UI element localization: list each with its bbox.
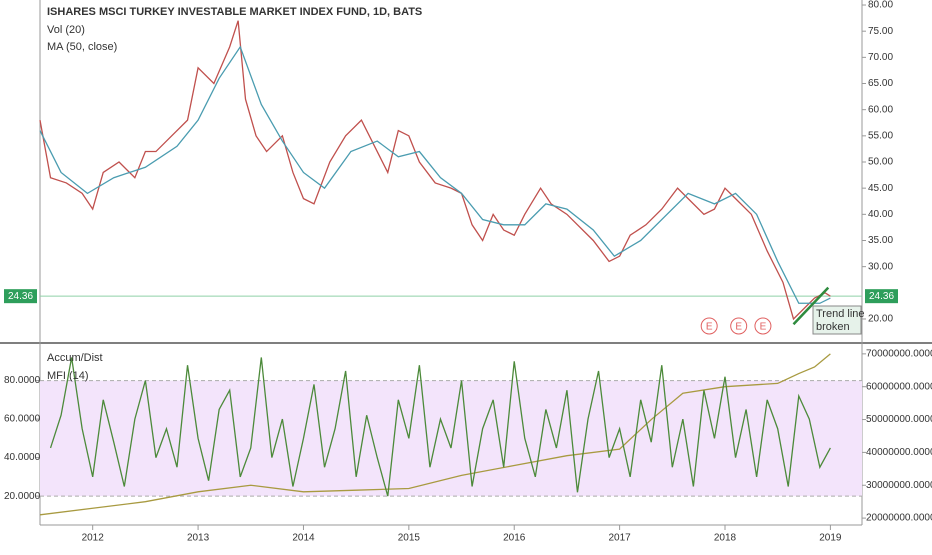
y-tick-label: 70.00 [868,52,893,63]
series-line [49,357,831,497]
y2-tick-label: 70000000.0000 [866,348,932,359]
x-tick-label: 2016 [503,533,526,544]
event-label: E [760,322,767,333]
y2-tick-label: 50000000.0000 [866,414,932,425]
annotation-box [812,305,862,335]
y-tick-label: 20.00 [868,314,893,325]
x-tick-label: 2012 [82,533,105,544]
y-tick-label: 65.00 [868,78,893,89]
y-tick-label: 60.0000 [4,414,41,425]
trend-line [792,286,830,326]
event-label: E [735,322,742,333]
x-tick-label: 2014 [292,533,315,544]
series-line [39,353,831,516]
y-tick-label: 55.00 [868,130,893,141]
last-price-label: 24.36 [8,291,33,302]
y-tick-label: 45.00 [868,183,893,194]
chart-title: ISHARES MSCI TURKEY INVESTABLE MARKET IN… [47,6,422,18]
series-line [39,45,831,304]
y-tick-label: 75.00 [868,26,893,37]
legend-entry: Vol (20) [47,24,85,36]
y-tick-label: 80.0000 [4,375,41,386]
x-tick-label: 2015 [398,533,421,544]
y-tick-label: 80.00 [868,0,893,11]
y-tick-label: 35.00 [868,235,893,246]
x-tick-label: 2013 [187,533,210,544]
y2-tick-label: 40000000.0000 [866,447,932,458]
annotation-line: Trend line [816,308,865,320]
x-tick-label: 2018 [714,533,737,544]
y-tick-label: 60.00 [868,104,893,115]
event-marker [700,317,718,335]
last-price-tag [4,289,37,304]
panel: 80.00 75.00 70.00 65.00 60.00 55.00 50.00 45.00… [4,0,898,335]
y-tick-label: 40.00 [868,209,893,220]
x-tick-label: 2017 [608,533,631,544]
legend-entry: Accum/Dist [47,352,103,364]
series-line [39,20,831,321]
last-price-label: 24.36 [869,291,894,302]
y-tick-label: 40.0000 [4,452,41,463]
y2-tick-label: 30000000.0000 [866,480,932,491]
last-price-tag [865,289,898,304]
mfi-band [40,380,862,497]
y2-tick-label: 20000000.0000 [866,513,932,524]
annotation: Trend line broken [816,308,865,333]
panel: 80.0000 60.0000 40.0000 20.0000 70000000.000… [4,348,932,543]
x-tick-label: 2019 [819,533,842,544]
legend-entry: MA (50, close) [47,41,117,53]
event-marker [730,317,748,335]
y-tick-label: 50.00 [868,157,893,168]
event-marker [754,317,772,335]
annotation-line: broken [816,321,850,333]
legend-entry: MFI (14) [47,370,89,382]
y2-tick-label: 60000000.0000 [866,381,932,392]
y-tick-label: 30.00 [868,261,893,272]
y-tick-label: 20.0000 [4,491,41,502]
event-label: E [706,322,713,333]
